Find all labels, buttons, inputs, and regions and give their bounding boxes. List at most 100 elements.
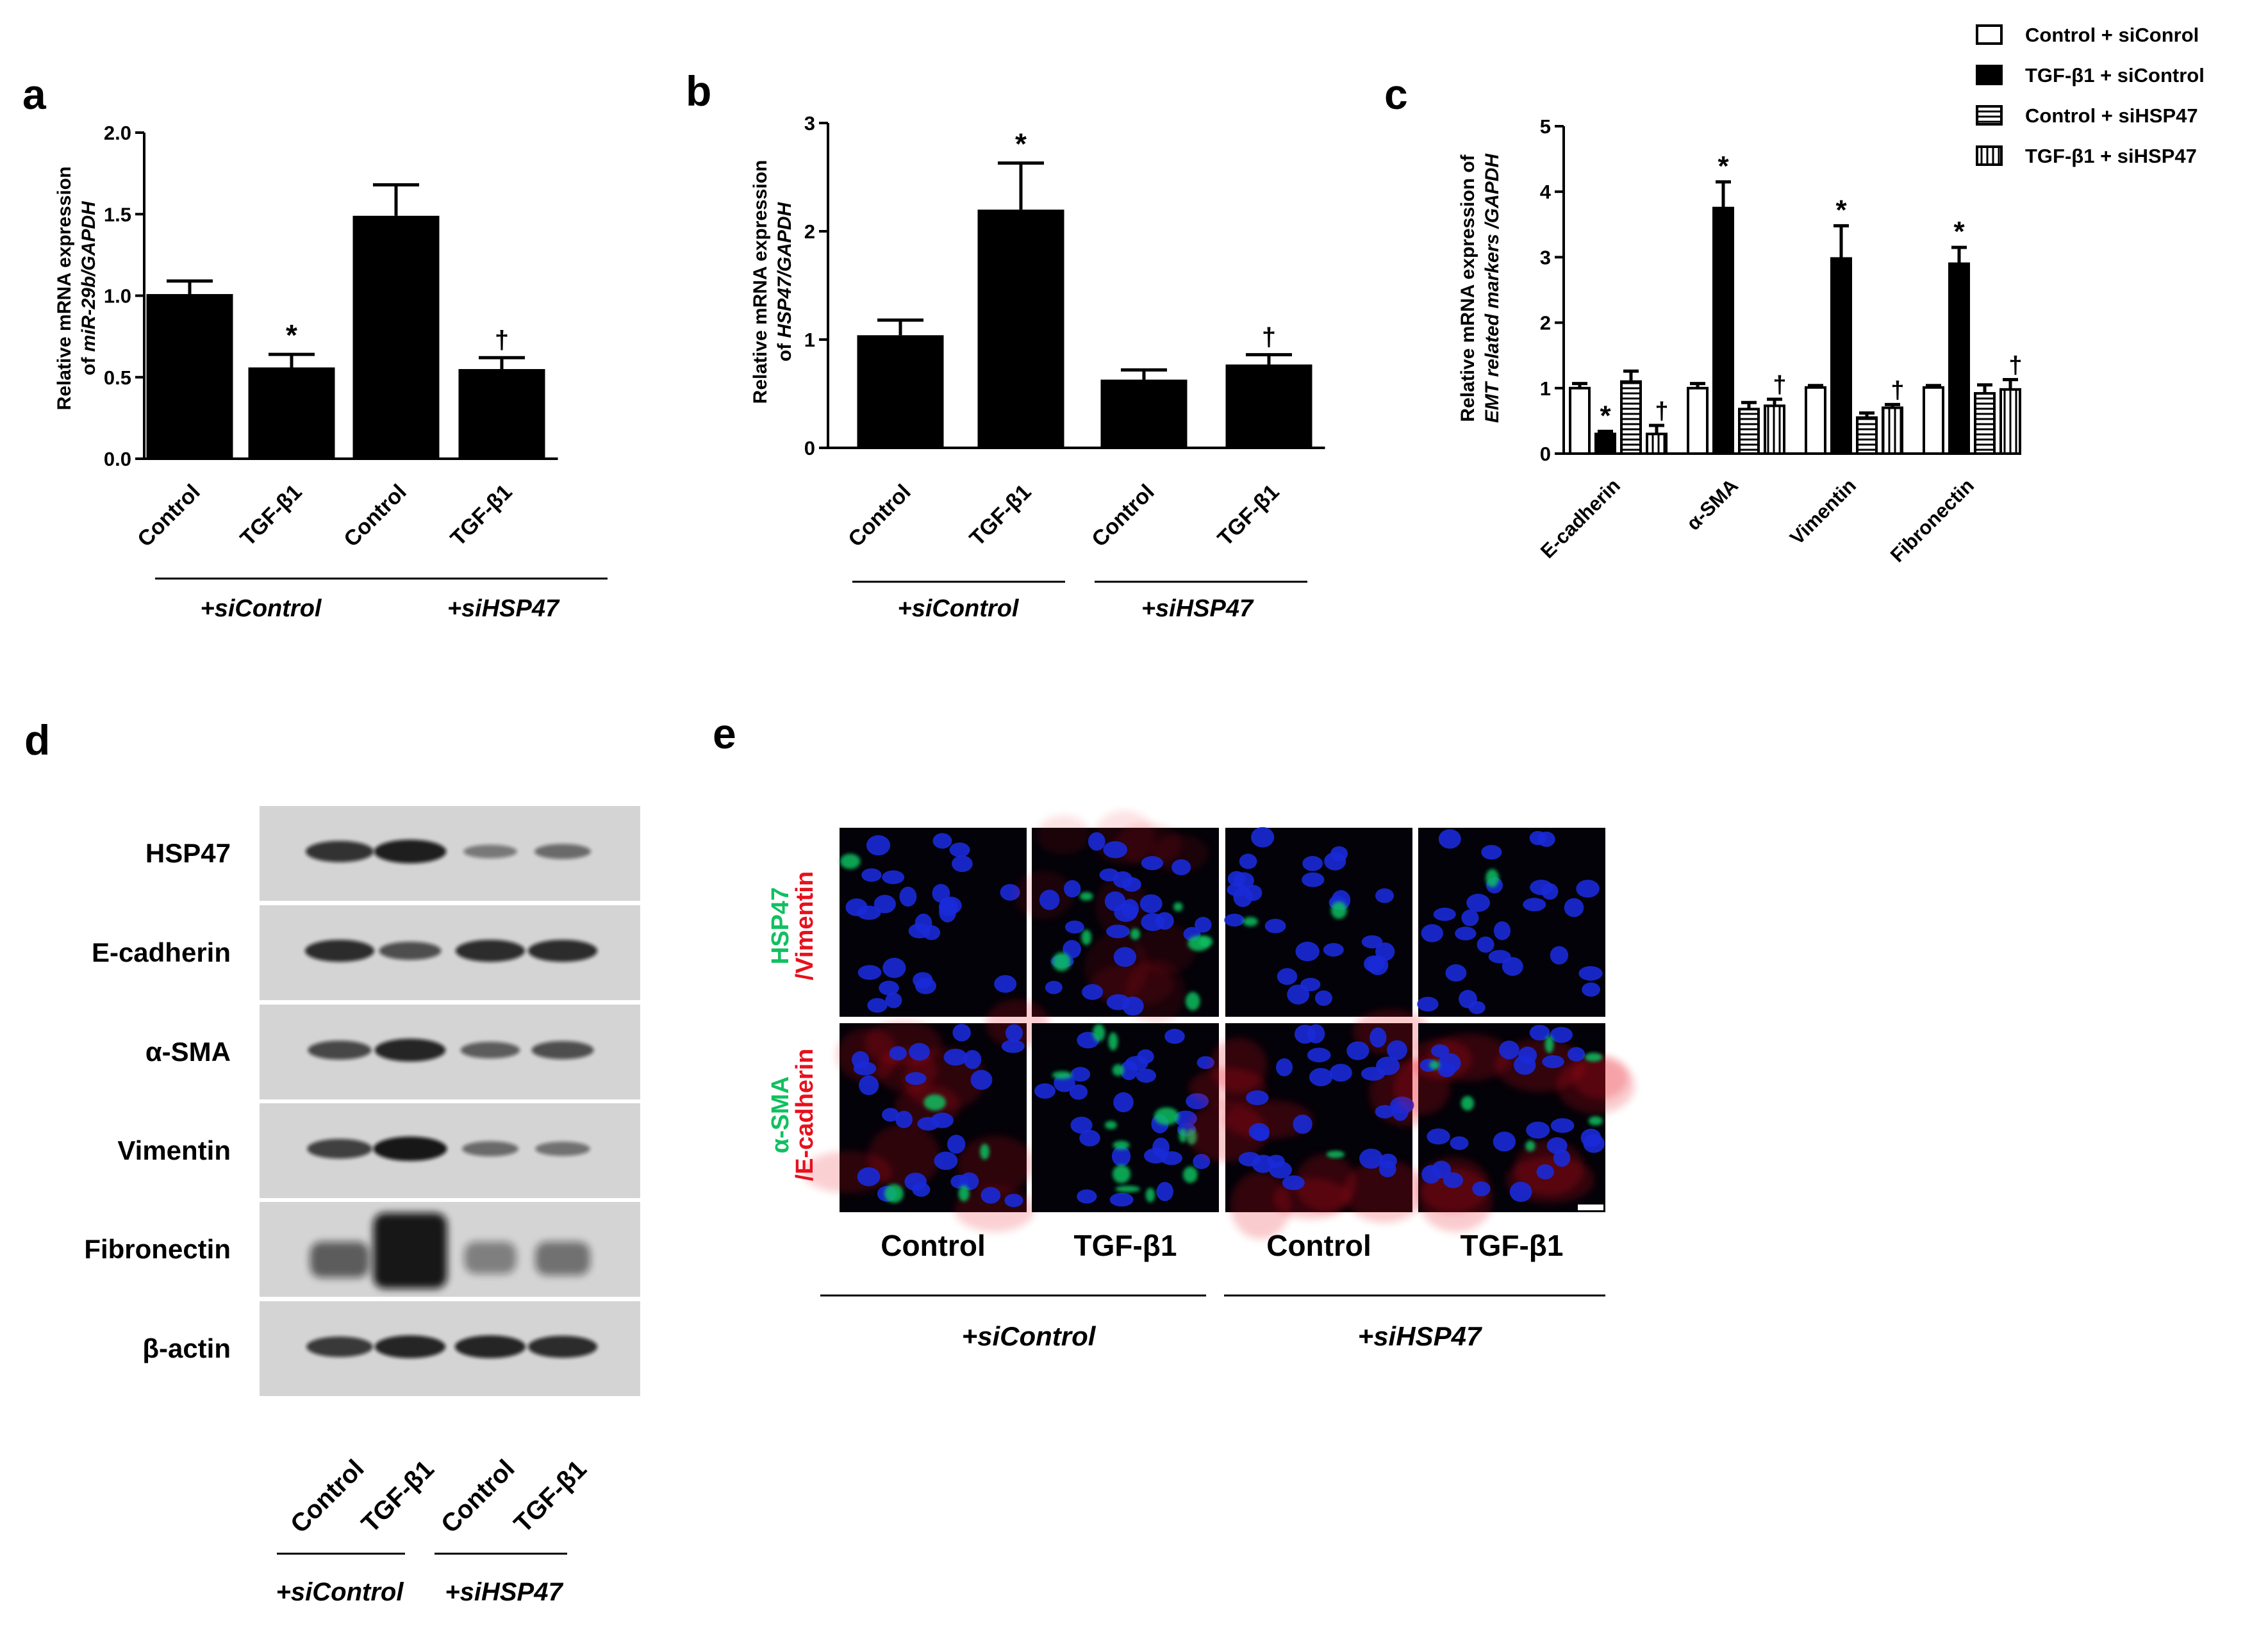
micrograph-nucleus (1269, 1161, 1292, 1179)
micrograph-nucleus (1375, 942, 1395, 961)
micrograph-nucleus (950, 1174, 969, 1189)
panel-b-ylabel: Relative mRNA expression (750, 160, 771, 404)
micrograph-nucleus (1302, 872, 1325, 887)
micrograph-nucleus (1578, 966, 1603, 981)
micrograph-nucleus (970, 1069, 993, 1090)
legend-entry-label: Control + siConrol (2025, 24, 2199, 46)
blot-band (462, 1141, 518, 1156)
panel-c-significance-mark: † (2008, 352, 2022, 379)
micrograph-nucleus (1238, 1151, 1261, 1167)
blot-row-label: Vimentin (117, 1135, 231, 1165)
legend-swatch (1976, 145, 2003, 166)
micrograph-nucleus (1324, 852, 1346, 871)
panel-a-ylabel: Relative mRNA expression (54, 167, 75, 411)
panel-a-category-label: Control (133, 480, 204, 552)
micrograph-nucleus (1375, 1105, 1395, 1119)
micrograph-nucleus (1438, 829, 1461, 849)
panel-a-y-tick-label: 0.0 (104, 448, 131, 470)
panel-e-row1-label-red: /Vimentin (791, 871, 818, 980)
micrograph-column-label: TGF-β1 (1461, 1229, 1564, 1262)
micrograph-nucleus (882, 957, 906, 978)
micrograph-nucleus (1106, 925, 1130, 939)
micrograph-signal (923, 1094, 946, 1111)
micrograph-nucleus (1323, 942, 1344, 957)
micrograph-nucleus (1143, 1147, 1168, 1163)
panel-e-row1-label: HSP47 (767, 887, 794, 964)
panel-c-y-tick-label: 1 (1540, 377, 1551, 400)
micrograph-nucleus (1567, 1047, 1585, 1062)
micrograph-signal (1112, 1165, 1130, 1183)
micrograph-nucleus (1113, 1092, 1134, 1113)
micrograph-nucleus (1445, 964, 1467, 982)
blot-band (308, 1040, 372, 1060)
micrograph-nucleus (1077, 1189, 1097, 1204)
micrograph-signal (1584, 1053, 1603, 1062)
micrograph-nucleus (1122, 996, 1144, 1016)
micrograph-nucleus (1537, 831, 1555, 847)
micrograph-nucleus (882, 1108, 899, 1122)
legend-swatch (1976, 65, 2003, 85)
micrograph-nucleus (879, 980, 899, 996)
blot-band (531, 1040, 594, 1060)
micrograph-nucleus (1164, 1028, 1185, 1044)
panel-a-bar (146, 293, 233, 459)
micrograph-signal (1112, 1064, 1125, 1076)
micrograph-stain (1135, 923, 1197, 974)
micrograph-nucleus (889, 1046, 907, 1061)
micrograph-nucleus (1493, 1131, 1516, 1152)
panel-c-bar (1620, 380, 1642, 456)
blot-band (464, 1242, 517, 1274)
blot-band (527, 1335, 598, 1358)
micrograph-nucleus (1499, 1040, 1519, 1060)
micrograph-nucleus (981, 1187, 1001, 1204)
panel-b-bar (1225, 364, 1312, 448)
micrograph-nucleus (1314, 990, 1332, 1006)
panel-c-bar (1738, 407, 1760, 456)
panel-a-y-tick-label: 1.5 (104, 203, 131, 226)
micrograph-nucleus (895, 1110, 913, 1128)
micrograph-column-label: Control (1266, 1229, 1371, 1262)
blot-band (310, 1242, 370, 1278)
micrograph-nucleus (1139, 894, 1163, 914)
micrograph-nucleus (1070, 1116, 1093, 1134)
panel-c-bar (1856, 416, 1878, 455)
panel-a-bar (248, 367, 335, 459)
panel-d-letter: d (24, 716, 50, 764)
micrograph-nucleus (1001, 1039, 1025, 1053)
panel-d-western-blot: HSP47 E-cadherin α-SMA Vimentin Fibronectin β… (84, 806, 640, 1606)
panel-a-bar (458, 369, 545, 459)
micrograph-nucleus (1239, 853, 1257, 869)
group-label-sihsp47: +siHSP47 (447, 595, 560, 622)
micrograph-nucleus (845, 898, 868, 916)
micrograph-nucleus (873, 894, 896, 914)
panel-c-bar (1594, 432, 1616, 456)
panel-c-ylabel-2: EMT related markers /GAPDH (1482, 153, 1503, 423)
micrograph-nucleus (1443, 1172, 1464, 1188)
micrograph-nucleus (939, 901, 957, 923)
micrograph-nucleus (943, 1048, 968, 1066)
micrograph-signal (1544, 1035, 1554, 1053)
micrograph-nucleus (1417, 996, 1439, 1012)
blot-lane-label: Control (436, 1454, 520, 1539)
blot-row-label: E-cadherin (92, 937, 231, 967)
micrograph-nucleus (1309, 1067, 1333, 1087)
micrograph-nucleus (1113, 947, 1137, 967)
micrograph-nucleus (867, 998, 888, 1013)
panel-c-significance-mark: * (1835, 194, 1847, 226)
micrograph-signal (1104, 1121, 1117, 1130)
micrograph-nucleus (1064, 880, 1081, 898)
micrograph-nucleus (931, 1112, 954, 1128)
micrograph-nucleus (1070, 1067, 1091, 1082)
micrograph-nucleus (853, 1061, 877, 1076)
micrograph-nucleus (1576, 880, 1600, 898)
micrograph-stain (1295, 1154, 1357, 1212)
panel-a-y-tick-label: 2.0 (104, 122, 131, 144)
micrograph-nucleus (934, 1151, 958, 1171)
group-label-sicontrol: +siControl (276, 1578, 404, 1606)
micrograph-nucleus (1293, 1114, 1312, 1134)
panel-c-y-tick-label: 4 (1540, 181, 1552, 203)
micrograph-signal (1081, 929, 1092, 946)
micrograph-nucleus (1103, 841, 1128, 859)
panel-c-significance-mark: * (1953, 216, 1965, 247)
